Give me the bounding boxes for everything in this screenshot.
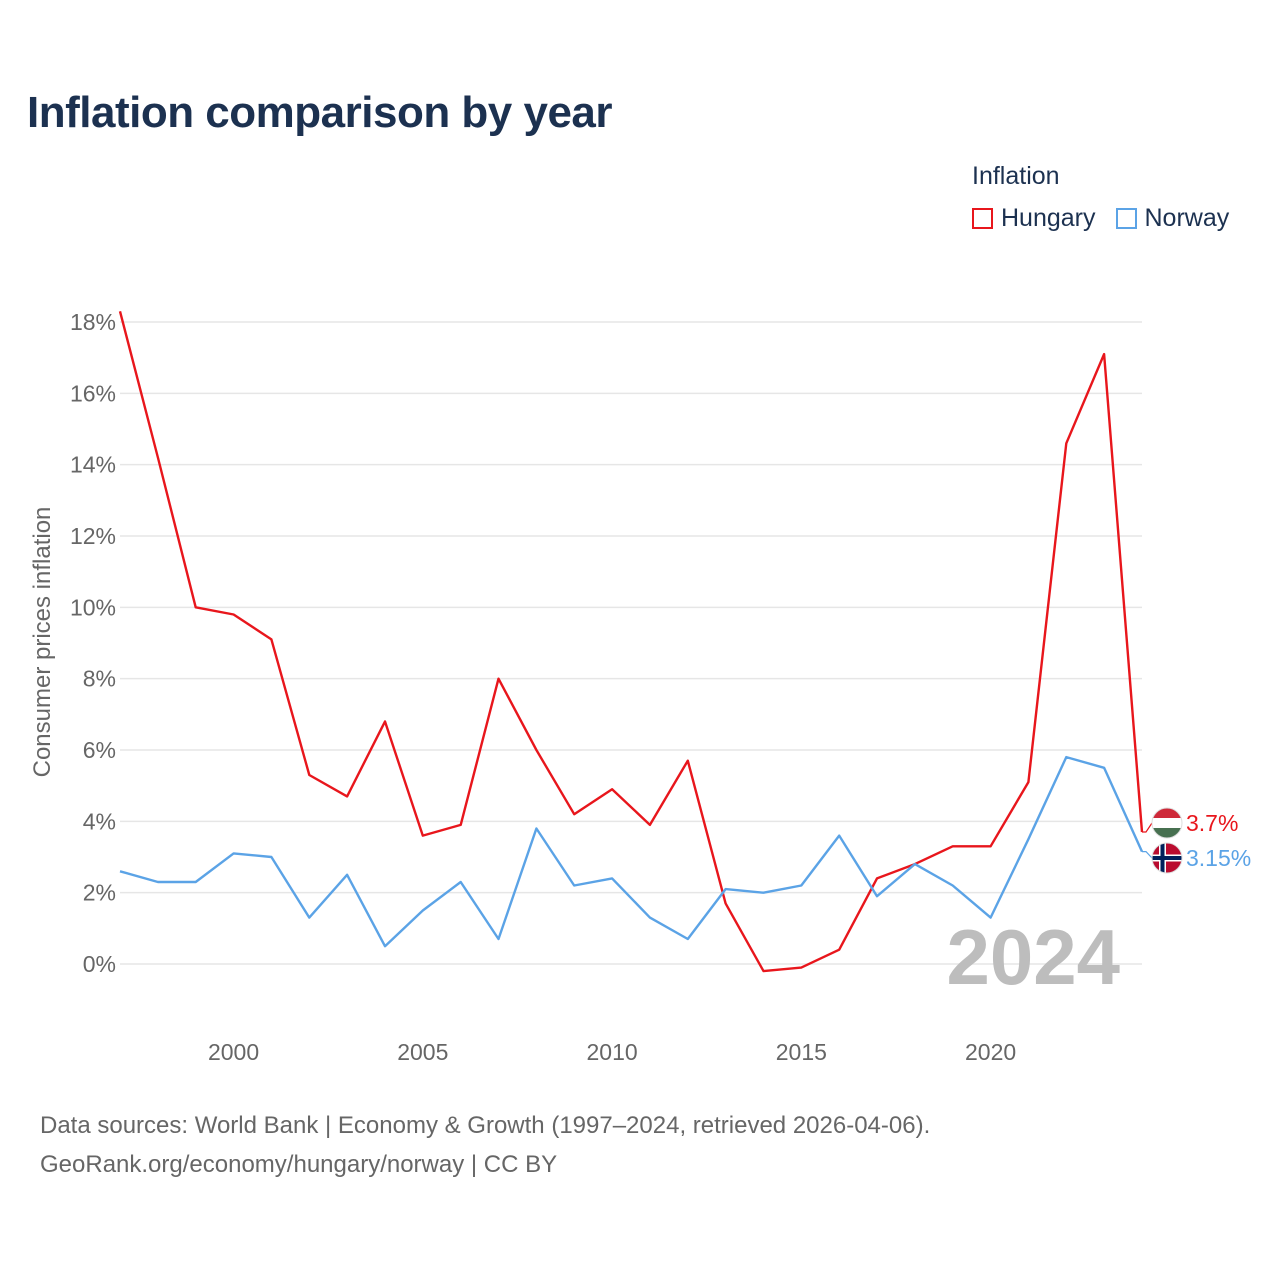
legend-swatch-hungary: [972, 208, 993, 229]
y-axis-label: Consumer prices inflation: [29, 507, 56, 778]
legend-label-hungary: Hungary: [1001, 204, 1096, 232]
x-tick-label: 2015: [776, 1039, 827, 1065]
y-tick-label: 18%: [70, 309, 116, 335]
y-tick-label: 4%: [83, 808, 116, 834]
chart-title: Inflation comparison by year: [27, 88, 613, 137]
legend: Hungary Norway: [972, 204, 1229, 233]
x-tick-label: 2005: [397, 1039, 448, 1065]
x-tick-label: 2010: [586, 1039, 637, 1065]
y-axis-ticks: 0% 2% 4% 6% 8% 10% 12% 14% 16% 18%: [70, 309, 116, 977]
legend-item-norway[interactable]: Norway: [1115, 204, 1230, 233]
x-tick-label: 2020: [965, 1039, 1016, 1065]
x-tick-label: 2000: [208, 1039, 259, 1065]
year-watermark: 2024: [946, 913, 1120, 1001]
series-lines: [118, 310, 1144, 973]
y-tick-label: 14%: [70, 452, 116, 478]
end-connector-hungary: [1142, 822, 1153, 833]
y-tick-label: 0%: [83, 951, 116, 977]
end-value-label-norway: 3.15%: [1186, 845, 1251, 871]
source-line-1: Data sources: World Bank | Economy & Gro…: [40, 1112, 931, 1139]
y-tick-label: 10%: [70, 594, 116, 620]
legend-item-hungary[interactable]: Hungary: [972, 204, 1096, 233]
y-tick-label: 8%: [83, 666, 116, 692]
source-note: Data sources: World Bank | Economy & Gro…: [40, 1106, 930, 1184]
legend-title: Inflation: [972, 162, 1060, 190]
series-end-markers: 3.7% 3.15%: [1142, 807, 1251, 874]
y-tick-label: 12%: [70, 523, 116, 549]
legend-swatch-norway: [1115, 208, 1137, 229]
grid-lines: [120, 321, 1142, 965]
y-tick-label: 16%: [70, 380, 116, 406]
x-axis-ticks: 2000 2005 2010 2015 2020: [208, 1039, 1016, 1065]
source-line-2[interactable]: GeoRank.org/economy/hungary/norway | CC …: [40, 1151, 558, 1178]
y-tick-label: 2%: [83, 880, 116, 906]
y-tick-label: 6%: [83, 737, 116, 763]
norway-flag-icon: [1151, 842, 1183, 874]
hungary-flag-icon: [1151, 807, 1183, 839]
legend-label-norway: Norway: [1144, 204, 1230, 232]
end-connector-norway: [1142, 850, 1153, 859]
series-line-hungary: [118, 310, 1144, 973]
series-line-norway: [119, 755, 1144, 948]
end-value-label-hungary: 3.7%: [1186, 810, 1238, 836]
